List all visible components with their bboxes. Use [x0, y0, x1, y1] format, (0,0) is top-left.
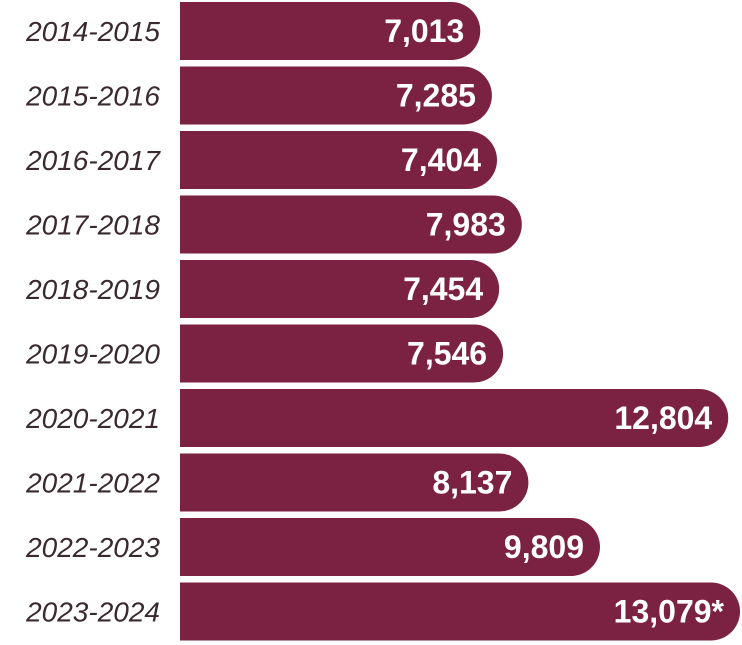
bar	[180, 453, 529, 512]
value-label: 7,013	[384, 13, 464, 49]
value-label: 12,804	[614, 400, 712, 436]
value-label: 13,079*	[614, 594, 725, 630]
value-label: 7,983	[426, 207, 506, 243]
value-label: 7,285	[396, 78, 476, 114]
category-label: 2020-2021	[25, 403, 160, 434]
bar	[180, 66, 492, 125]
value-label: 7,546	[407, 336, 487, 372]
category-label: 2015-2016	[25, 81, 160, 112]
value-label: 8,137	[432, 465, 512, 501]
value-label: 9,809	[504, 529, 584, 565]
bar	[180, 131, 498, 189]
bar	[180, 2, 481, 60]
bar	[180, 518, 600, 576]
category-label: 2014-2015	[25, 16, 160, 47]
category-label: 2023-2024	[25, 597, 160, 628]
category-label: 2017-2018	[25, 210, 160, 241]
value-label: 7,404	[401, 142, 481, 178]
category-label: 2019-2020	[25, 339, 160, 370]
bar	[180, 195, 522, 254]
category-label: 2022-2023	[25, 532, 160, 563]
bar	[180, 582, 740, 641]
value-label: 7,454	[403, 271, 483, 307]
category-label: 2021-2022	[25, 468, 160, 499]
bar	[180, 389, 729, 447]
bar	[180, 324, 504, 383]
category-label: 2016-2017	[25, 145, 161, 176]
bar	[180, 260, 500, 318]
category-label: 2018-2019	[25, 274, 160, 305]
